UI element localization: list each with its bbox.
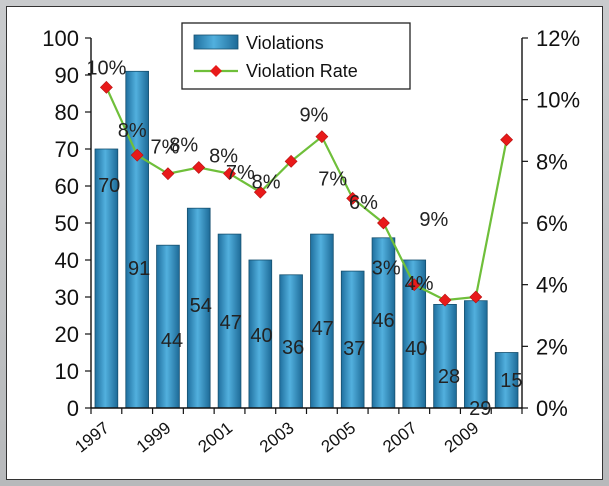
left-tick-label: 30 [55,285,79,310]
bar-value-label: 28 [438,366,460,388]
right-tick-label: 4% [536,273,568,298]
legend-label-violations: Violations [246,33,324,53]
left-tick-label: 40 [55,248,79,273]
rate-value-label: 10% [86,57,126,79]
rate-value-label: 8% [169,135,198,157]
right-tick-label: 10% [536,88,580,113]
right-tick-label: 6% [536,211,568,236]
rate-value-label: 3% [372,258,401,280]
left-tick-label: 50 [55,211,79,236]
violations-chart: 0 10 20 30 40 50 60 70 80 90 100 0% 2% 4% 6% 8% 10% 12% 19… [42,22,580,456]
bar-value-label: 40 [250,325,272,347]
rate-value-label: 9% [299,105,328,127]
legend-box [181,22,411,90]
x-tick-label: 1997 [71,418,113,456]
rate-marker-2001 [223,167,236,181]
left-tick-label: 60 [55,174,79,199]
rate-marker-2008 [438,293,452,307]
bar-value-label: 91 [128,258,150,280]
rate-marker-2000 [192,161,206,174]
legend-label-rate: Violation Rate [246,61,358,81]
rate-marker-2010 [500,133,514,147]
rate-value-label: 8% [118,120,147,142]
rate-marker-2004 [315,130,329,144]
legend-swatch-violations [193,34,239,50]
x-tick-label: 1999 [133,418,175,456]
left-tick-label: 20 [55,322,79,347]
bar-value-label: 37 [343,338,365,360]
bar-value-label: 47 [220,312,242,334]
rate-value-label: 4% [405,273,434,295]
rate-marker-2003 [284,154,298,168]
bar-value-label: 54 [190,295,212,317]
legend-marker-rate [210,65,222,77]
x-tick-label: 2009 [441,418,483,456]
rate-marker-1997 [99,80,113,94]
rate-value-label: 8% [209,146,238,168]
left-tick-label: 70 [55,137,79,162]
left-tick-label: 90 [55,63,79,88]
left-tick-label: 0 [67,396,79,421]
bar-value-label: 44 [161,330,183,352]
rate-marker-2009 [469,290,483,304]
bar-2008 [433,303,457,409]
bar-value-label: 36 [282,337,304,359]
chart-panel: 0 10 20 30 40 50 60 70 80 90 100 0% 2% 4% 6% 8% 10% 12% 19… [6,6,603,480]
bar-value-label: 47 [312,318,334,340]
left-tick-label: 100 [42,26,79,51]
bar-value-label: 70 [98,175,120,197]
left-tick-label: 80 [55,100,79,125]
left-tick-label: 10 [55,359,79,384]
right-tick-label: 12% [536,26,580,51]
x-tick-label: 2001 [194,418,236,456]
bar-value-label: 29 [469,398,491,420]
rate-marker-1999 [161,167,175,181]
bar-1999 [156,244,180,409]
rate-marker-1998 [130,148,144,162]
rate-marker-2002 [253,185,267,199]
right-tick-label: 2% [536,334,568,359]
right-tick-label: 8% [536,149,568,174]
bar-2009 [464,300,488,409]
rate-value-label: 7% [318,168,347,190]
x-tick-label: 2005 [318,418,360,456]
rate-value-label: 9% [419,209,448,231]
rate-marker-2006 [377,216,390,230]
right-tick-label: 0% [536,396,568,421]
x-tick-label: 2007 [379,418,421,456]
x-tick-label: 2003 [256,418,298,456]
rate-marker-2007 [407,278,421,292]
bar-value-label: 15 [500,370,522,392]
rate-value-label: 7% [226,162,255,184]
bar-value-label: 40 [405,338,427,360]
bar-value-label: 46 [372,310,394,332]
rate-value-label: 8% [252,171,281,193]
rate-value-label: 7% [151,137,180,159]
rate-marker-2005 [346,191,360,205]
rate-value-label: 6% [349,192,378,214]
